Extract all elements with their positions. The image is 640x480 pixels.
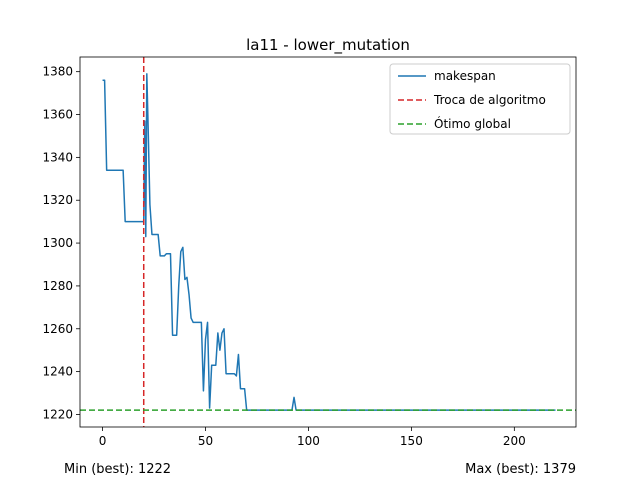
legend-label: Troca de algoritmo — [433, 93, 546, 107]
y-tick-label: 1380 — [42, 65, 73, 79]
x-tick-label: 100 — [297, 434, 320, 448]
legend: makespan Troca de algoritmo Ótimo global — [389, 63, 571, 135]
y-tick-label: 1300 — [42, 236, 73, 250]
legend-box — [389, 63, 571, 135]
x-tick-label: 200 — [503, 434, 526, 448]
plot-area — [80, 57, 576, 427]
x-axis: 0 50 100 150 200 — [99, 427, 526, 448]
y-tick-label: 1360 — [42, 108, 73, 122]
x-tick-label: 50 — [198, 434, 213, 448]
y-tick-label: 1340 — [42, 150, 73, 164]
y-tick-label: 1220 — [42, 407, 73, 421]
chart-title: la11 - lower_mutation — [246, 36, 410, 55]
plot-frame — [79, 56, 577, 428]
series-line-makespan — [102, 73, 556, 411]
x-tick-label: 150 — [400, 434, 423, 448]
y-tick-label: 1260 — [42, 322, 73, 336]
y-tick-label: 1320 — [42, 193, 73, 207]
min-best-label: Min (best): 1222 — [64, 462, 172, 477]
y-tick-label: 1240 — [42, 365, 73, 379]
y-axis: 1220 1240 1260 1280 1300 1320 1340 1360 1380 — [42, 65, 80, 421]
x-tick-label: 0 — [99, 434, 107, 448]
legend-label: makespan — [434, 69, 496, 83]
legend-label: Ótimo global — [434, 116, 511, 131]
max-best-label: Max (best): 1379 — [465, 462, 576, 477]
y-tick-label: 1280 — [42, 279, 73, 293]
